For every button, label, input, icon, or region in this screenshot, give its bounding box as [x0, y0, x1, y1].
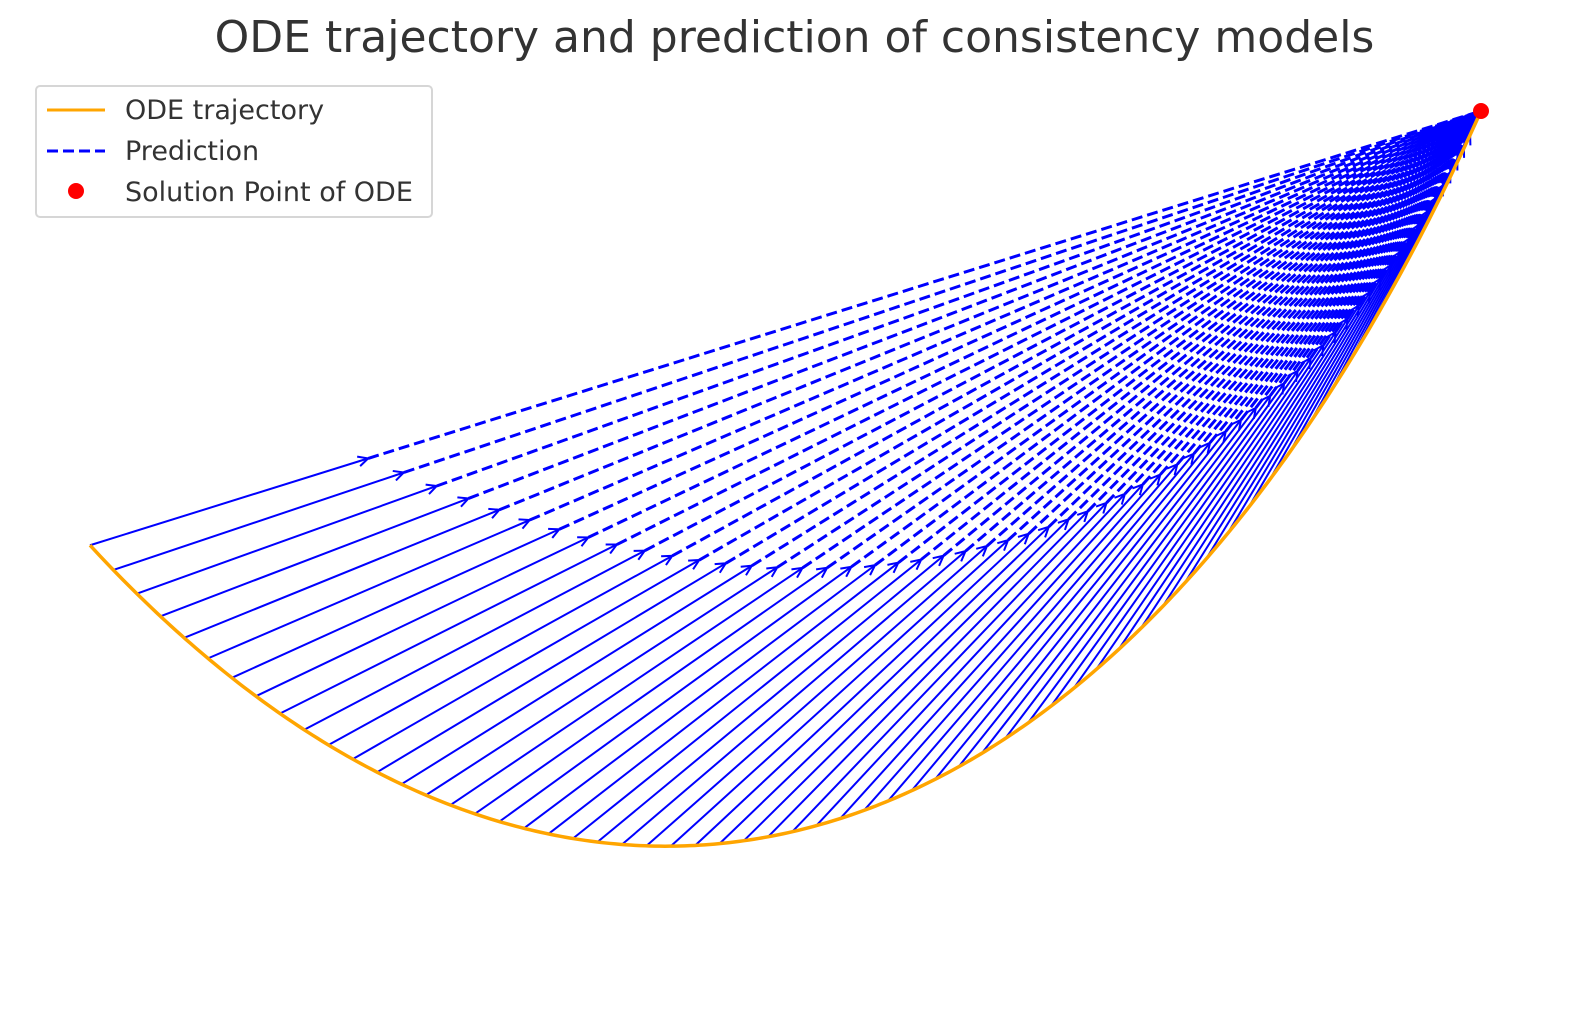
- prediction-arrow: [1349, 198, 1435, 361]
- prediction-arrow: [1309, 225, 1419, 423]
- prediction-dashed-line: [751, 109, 1482, 567]
- legend-swatch-dot: [68, 183, 84, 199]
- ode-trajectory-series: [88, 110, 1483, 848]
- prediction-arrow: [1095, 358, 1311, 671]
- prediction-arrow: [303, 551, 645, 731]
- prediction-dashed-line: [897, 109, 1482, 564]
- prediction-arrow: [767, 511, 1088, 838]
- prediction-dashed-line: [964, 109, 1482, 553]
- prediction-arrow: [207, 520, 530, 660]
- legend-label: Solution Point of ODE: [125, 177, 413, 208]
- prediction-arrow: [957, 431, 1226, 768]
- prediction-arrow: [231, 529, 559, 679]
- prediction-arrow: [791, 503, 1106, 833]
- prediction-arrow: [934, 443, 1210, 780]
- prediction-arrow: [1027, 396, 1270, 724]
- prediction-dashed-line: [467, 109, 1482, 500]
- prediction-dashed-line: [698, 109, 1482, 562]
- legend-label: Prediction: [125, 136, 260, 167]
- solution-point-series: [1473, 103, 1489, 119]
- prediction-arrow: [815, 494, 1125, 827]
- prediction-arrow: [1117, 345, 1323, 651]
- prediction-arrow: [645, 546, 987, 847]
- prediction-dashed-line: [986, 109, 1482, 548]
- prediction-dashed-line: [801, 109, 1482, 570]
- prediction-arrow: [572, 560, 921, 840]
- prediction-dashed-line: [920, 109, 1482, 561]
- prediction-arrow: [89, 458, 368, 547]
- solution-point-marker: [1473, 103, 1489, 119]
- legend-swatch-dashed-line: [47, 149, 105, 153]
- prediction-dashed-line: [367, 109, 1482, 460]
- prediction-arrow: [694, 534, 1028, 847]
- prediction-arrow: [1161, 319, 1348, 608]
- prediction-arrow: [1289, 238, 1410, 453]
- prediction-arrow: [981, 420, 1241, 754]
- prediction-arrow: [136, 486, 437, 595]
- prediction-arrow: [1247, 265, 1391, 508]
- prediction-dashed-line: [874, 109, 1482, 567]
- prediction-arrow: [327, 556, 672, 746]
- prediction-arrow: [183, 510, 499, 639]
- ode-trajectory-line: [88, 110, 1483, 848]
- prediction-arrow: [621, 551, 966, 846]
- prediction-arrow: [1004, 408, 1256, 740]
- legend-item-solution-point: Solution Point of ODE: [37, 175, 431, 209]
- prediction-dashed-line: [529, 109, 1482, 522]
- prediction-arrow: [839, 484, 1143, 820]
- prediction-arrow: [1183, 305, 1358, 584]
- prediction-arrow: [863, 475, 1160, 811]
- prediction-arrow: [887, 464, 1177, 802]
- prediction-arrow: [474, 568, 827, 815]
- prediction-arrow: [425, 567, 777, 796]
- prediction-dashed-line: [942, 109, 1482, 557]
- prediction-dashed-line: [1346, 110, 1483, 320]
- legend-swatch-solid-line: [47, 108, 105, 112]
- prediction-dashed-line: [558, 109, 1482, 531]
- prediction-dashed-line: [403, 109, 1482, 474]
- prediction-arrow: [743, 519, 1069, 842]
- prediction-arrow: [498, 567, 851, 823]
- prediction-arrow: [1050, 383, 1284, 707]
- prediction-dashed-line: [616, 109, 1482, 546]
- prediction-arrow: [1205, 292, 1370, 560]
- prediction-dashed-line: [498, 109, 1482, 512]
- prediction-arrow: [1268, 252, 1400, 481]
- prediction-dashed-line: [850, 109, 1482, 569]
- prediction-dashed-line: [587, 109, 1482, 539]
- prediction-arrow: [400, 566, 751, 786]
- prediction-arrow: [1226, 279, 1380, 535]
- prediction-dashed-line: [776, 109, 1482, 569]
- prediction-series: [89, 109, 1483, 847]
- prediction-dashed-line: [1007, 109, 1483, 542]
- legend: ODE trajectory Prediction Solution Point…: [35, 85, 433, 218]
- prediction-arrow: [718, 527, 1049, 845]
- chart-title: ODE trajectory and prediction of consist…: [214, 12, 1375, 63]
- prediction-arrow: [670, 540, 1008, 847]
- legend-label: ODE trajectory: [125, 95, 325, 126]
- legend-item-prediction: Prediction: [37, 134, 431, 168]
- prediction-dashed-line: [725, 109, 1482, 565]
- prediction-arrow: [376, 563, 726, 774]
- prediction-arrow: [160, 498, 468, 618]
- prediction-arrow: [1072, 371, 1298, 690]
- prediction-dashed-line: [644, 109, 1482, 552]
- prediction-arrow: [113, 473, 403, 571]
- prediction-arrow: [255, 537, 588, 698]
- prediction-arrow: [596, 556, 943, 843]
- prediction-arrow: [449, 568, 802, 806]
- prediction-dashed-line: [436, 109, 1482, 488]
- prediction-arrow: [523, 565, 875, 830]
- prediction-arrow: [279, 545, 617, 715]
- prediction-arrow: [910, 454, 1194, 792]
- prediction-arrow: [352, 560, 700, 760]
- prediction-dashed-line: [671, 109, 1482, 558]
- prediction-dashed-line: [826, 109, 1482, 570]
- prediction-arrow: [1329, 212, 1427, 392]
- prediction-arrow: [1139, 332, 1336, 630]
- legend-item-ode-trajectory: ODE trajectory: [37, 93, 431, 127]
- prediction-arrow: [547, 563, 898, 835]
